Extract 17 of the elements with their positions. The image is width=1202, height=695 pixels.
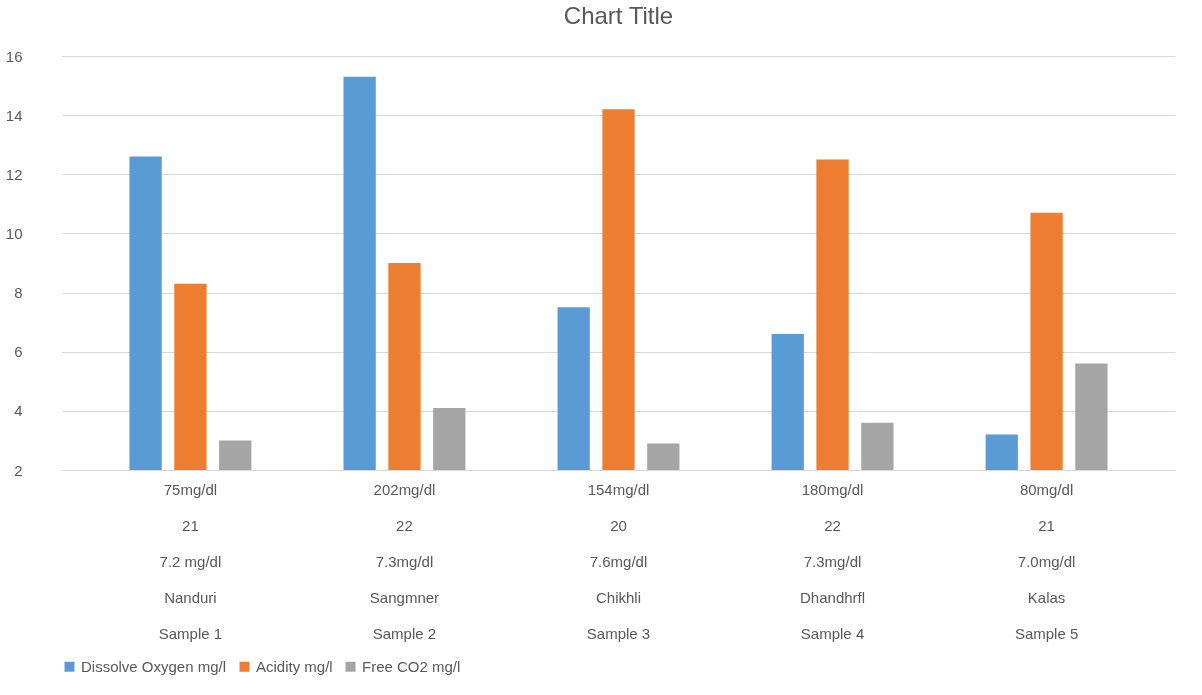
y-tick-label: 14 [5,106,23,124]
legend-label: Dissolve Oxygen mg/l [81,657,227,675]
y-tick-label: 4 [14,402,23,420]
y-tick-label: 2 [14,461,23,479]
y-tick-label: 16 [5,47,23,65]
legend-label: Free CO2 mg/l [362,657,461,675]
category-label: 180mg/dl 22 7.3mg/dl Dhandhrfl Sample 4 [800,480,866,642]
category-label: 75mg/dl 21 7.2 mg/dl Nanduri Sample 1 [158,480,223,642]
y-tick-label: 8 [14,284,23,302]
y-tick-label: 12 [5,165,23,183]
y-tick-label: 10 [5,224,23,242]
category-label: 202mg/dl 22 7.3mg/dl Sangmner Sample 2 [369,480,440,642]
y-tick-label: 6 [14,343,23,361]
legend-label: Acidity mg/l [256,657,333,675]
category-label: 154mg/dl 20 7.6mg/dl Chikhli Sample 3 [586,480,651,642]
chart-title: Chart Title [563,2,674,29]
category-label: 80mg/dl 21 7.0mg/dl Kalas Sample 5 [1014,480,1079,642]
